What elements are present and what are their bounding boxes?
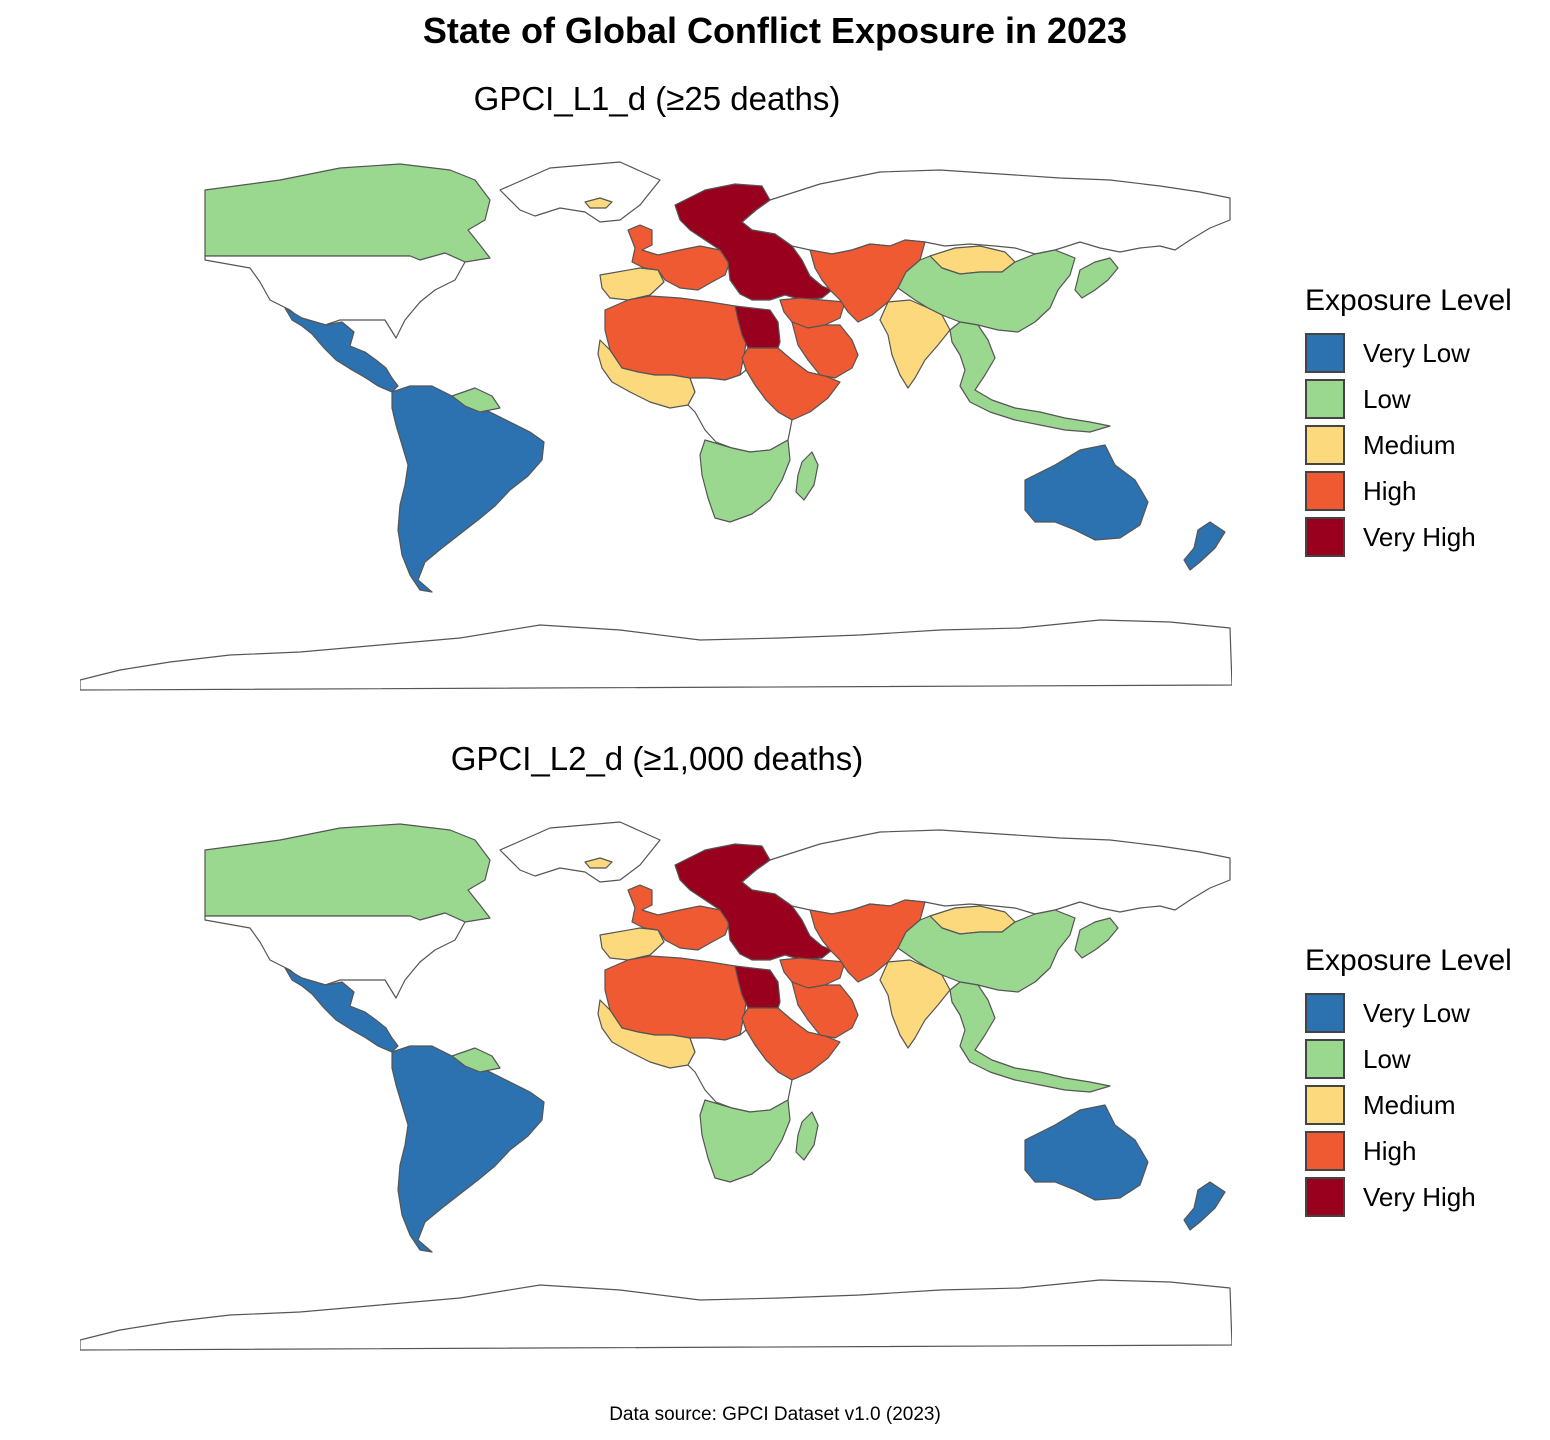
- region-china: [897, 249, 1076, 333]
- region-canada: [204, 163, 491, 263]
- swatch-very-high: [1305, 1177, 1345, 1217]
- swatch-very-low: [1305, 993, 1345, 1033]
- swatch-low: [1305, 379, 1345, 419]
- swatch-high: [1305, 1131, 1345, 1171]
- panel-2-subtitle: GPCI_L2_d (≥1,000 deaths): [450, 740, 864, 777]
- region-egypt: [734, 305, 781, 349]
- region-new-zealand: [1183, 521, 1226, 571]
- legend-label: Very High: [1363, 1181, 1476, 1212]
- region-japan: [1074, 917, 1119, 959]
- region-madagascar: [795, 1111, 819, 1161]
- swatch-high: [1305, 471, 1345, 511]
- legend-label: High: [1363, 475, 1417, 506]
- region-china: [897, 909, 1076, 993]
- legend-item-high: High: [1305, 468, 1545, 514]
- region-mexico-central-america: [284, 307, 399, 393]
- legend-panel-1: Exposure Level Very Low Low Medium High …: [1305, 284, 1545, 560]
- region-southern-africa: [699, 439, 791, 523]
- region-antarctica: [80, 1279, 1232, 1351]
- region-guianas: [451, 387, 501, 413]
- region-mexico-central-america: [284, 967, 399, 1053]
- panel-1-subtitle: GPCI_L1_d (≥25 deaths): [473, 80, 841, 117]
- legend-title: Exposure Level: [1305, 944, 1512, 977]
- legend-label: Very High: [1363, 521, 1476, 552]
- region-iceland: [584, 197, 613, 209]
- region-egypt: [734, 965, 781, 1009]
- swatch-very-high: [1305, 517, 1345, 557]
- legend-label: Low: [1363, 383, 1411, 414]
- region-arabia: [791, 981, 859, 1039]
- region-southeast-asia: [949, 981, 1111, 1093]
- region-greenland: [499, 161, 661, 223]
- world-map-svg: [80, 161, 1232, 691]
- region-new-zealand: [1183, 1181, 1226, 1231]
- region-middle-east: [779, 957, 846, 989]
- legend-label: Medium: [1363, 429, 1456, 460]
- region-iceland: [584, 857, 613, 869]
- legend-item-low: Low: [1305, 1036, 1545, 1082]
- legend-item-very-low: Very Low: [1305, 990, 1545, 1036]
- legend-label: High: [1363, 1135, 1417, 1166]
- legend-item-medium: Medium: [1305, 422, 1545, 468]
- world-map-svg: [80, 821, 1232, 1351]
- region-japan: [1074, 257, 1119, 299]
- region-middle-east: [779, 297, 846, 329]
- region-south-america: [391, 385, 545, 593]
- swatch-low: [1305, 1039, 1345, 1079]
- region-usa: [204, 252, 466, 339]
- region-north-africa: [604, 955, 749, 1041]
- legend-item-high: High: [1305, 1128, 1545, 1174]
- region-europe-west: [627, 224, 731, 291]
- region-madagascar: [795, 451, 819, 501]
- swatch-medium: [1305, 425, 1345, 465]
- region-north-africa: [604, 295, 749, 381]
- region-southeast-asia: [949, 321, 1111, 433]
- region-arabia: [791, 321, 859, 379]
- region-russia: [741, 829, 1231, 915]
- region-southern-africa: [699, 1099, 791, 1183]
- legend-item-very-high: Very High: [1305, 514, 1545, 560]
- region-usa: [204, 912, 466, 999]
- region-guianas: [451, 1047, 501, 1073]
- region-australia: [1024, 444, 1149, 541]
- region-greenland: [499, 821, 661, 883]
- region-iberia: [599, 927, 665, 961]
- region-india: [879, 959, 951, 1049]
- legend-label: Medium: [1363, 1089, 1456, 1120]
- region-australia: [1024, 1104, 1149, 1201]
- legend-panel-2: Exposure Level Very Low Low Medium High …: [1305, 944, 1545, 1220]
- data-source-caption: Data source: GPCI Dataset v1.0 (2023): [609, 1404, 941, 1425]
- region-south-america: [391, 1045, 545, 1253]
- swatch-very-low: [1305, 333, 1345, 373]
- legend-item-very-high: Very High: [1305, 1174, 1545, 1220]
- region-india: [879, 299, 951, 389]
- legend-item-medium: Medium: [1305, 1082, 1545, 1128]
- legend-title: Exposure Level: [1305, 284, 1512, 317]
- legend-label: Very Low: [1363, 997, 1470, 1028]
- legend-item-low: Low: [1305, 376, 1545, 422]
- chart-title: State of Global Conflict Exposure in 202…: [422, 10, 1128, 51]
- legend-label: Very Low: [1363, 337, 1470, 368]
- region-iberia: [599, 267, 665, 301]
- region-antarctica: [80, 619, 1232, 691]
- legend-label: Low: [1363, 1043, 1411, 1074]
- region-europe-west: [627, 884, 731, 951]
- region-canada: [204, 823, 491, 923]
- region-russia: [741, 169, 1231, 255]
- swatch-medium: [1305, 1085, 1345, 1125]
- world-map-panel-1: [80, 150, 1232, 702]
- world-map-panel-2: [80, 810, 1232, 1362]
- legend-item-very-low: Very Low: [1305, 330, 1545, 376]
